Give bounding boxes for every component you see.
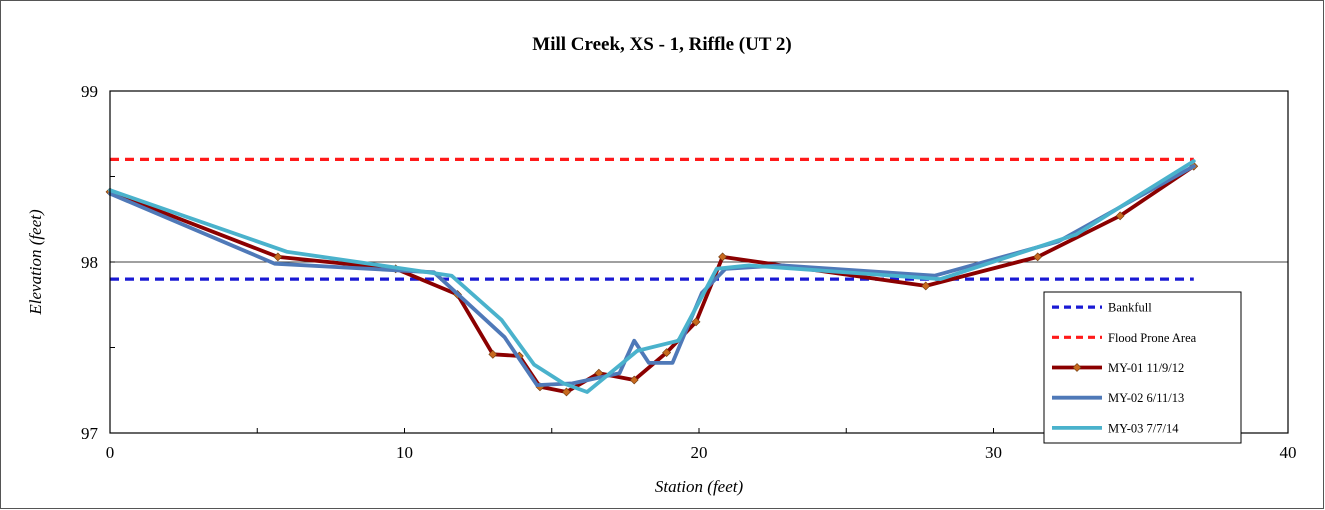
series-marker [691,317,701,327]
legend-label: Flood Prone Area [1108,331,1197,345]
series-marker [562,387,571,397]
x-tick-label: 40 [1280,443,1297,462]
x-tick-label: 20 [691,443,708,462]
series-marker [273,252,283,262]
series-marker [1033,252,1043,262]
legend-label: MY-03 7/7/14 [1108,421,1179,435]
x-tick-label: 30 [985,443,1002,462]
series-marker [1115,211,1125,221]
y-tick-label: 99 [81,82,98,101]
axis-layer: 0 10 20 30 40 97 98 99 [81,82,1297,462]
series-line-my-03 [108,159,1196,394]
y-axis-label: Elevation (feet) [26,209,45,316]
legend-label: Bankfull [1108,301,1152,315]
y-tick-label: 97 [81,424,99,443]
series-marker [662,348,672,358]
legend-label: MY-02 6/11/13 [1108,391,1184,405]
x-tick-label: 0 [106,443,115,462]
series-line-my-02 [108,164,1196,388]
y-tick-label: 98 [81,253,98,272]
series-layer [105,157,1199,397]
x-axis-label: Station (feet) [655,477,744,496]
legend: Bankfull Flood Prone Area MY-01 11/9/12 MY-… [1043,291,1242,444]
x-tick-label: 10 [396,443,413,462]
series-marker [629,375,639,385]
legend-label: MY-01 11/9/12 [1108,361,1184,375]
series-marker [488,349,498,359]
series-marker [718,252,727,262]
series-marker [921,281,931,291]
legend-marker [1072,363,1082,372]
chart-title: Mill Creek, XS - 1, Riffle (UT 2) [532,34,791,55]
